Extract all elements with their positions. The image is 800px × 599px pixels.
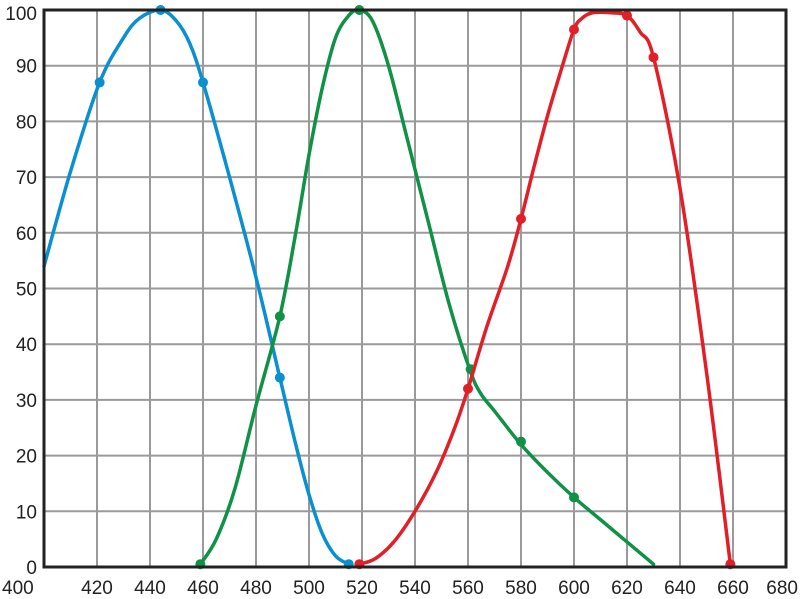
y-tick-label-50: 50 [16, 280, 37, 301]
y-tick-label-100: 100 [5, 4, 37, 25]
data-point-blue-2 [198, 77, 208, 88]
x-tick-label-440: 440 [134, 578, 166, 599]
x-tick-label-500: 500 [293, 578, 325, 599]
series-red [354, 10, 736, 570]
x-tick-label-420: 420 [81, 578, 113, 599]
y-tick-label-90: 90 [16, 57, 37, 78]
y-tick-labels: 0 10 20 30 40 50 60 70 80 90 100 [5, 4, 37, 579]
x-tick-label-620: 620 [611, 578, 643, 599]
y-tick-label-20: 20 [16, 447, 37, 468]
series-blue [42, 5, 354, 570]
data-point-red-1 [463, 383, 473, 394]
series-green [195, 5, 656, 570]
y-tick-label-10: 10 [16, 502, 37, 523]
x-tick-label-600: 600 [558, 578, 590, 599]
data-point-red-4 [622, 10, 632, 21]
x-tick-label-540: 540 [399, 578, 431, 599]
data-point-green-1 [274, 311, 285, 322]
y-tick-label-70: 70 [16, 168, 37, 189]
data-point-red-3 [569, 24, 579, 35]
x-tick-label-580: 580 [505, 578, 537, 599]
x-tick-label-660: 660 [717, 578, 749, 599]
series-line-red [357, 10, 733, 566]
data-point-green-5 [569, 492, 579, 503]
y-tick-label-40: 40 [16, 335, 37, 356]
y-tick-label-60: 60 [16, 224, 37, 245]
series-line-green [198, 8, 656, 566]
x-tick-labels: 400 420 440 460 480 500 520 540 560 580 600 620 640 6… [2, 578, 798, 599]
data-point-green-4 [516, 436, 526, 447]
x-tick-label-680: 680 [766, 578, 798, 599]
x-tick-label-560: 560 [452, 578, 484, 599]
x-tick-label-640: 640 [664, 578, 696, 599]
x-tick-label-460: 460 [187, 578, 219, 599]
y-tick-label-0: 0 [26, 558, 37, 579]
y-tick-label-80: 80 [16, 112, 37, 133]
grid [44, 10, 786, 567]
plot-frame [42, 8, 788, 569]
x-tick-label-520: 520 [346, 578, 378, 599]
data-point-blue-0 [94, 77, 105, 88]
series-layer [42, 5, 736, 570]
y-tick-label-30: 30 [16, 391, 37, 412]
data-point-red-5 [648, 52, 659, 63]
data-point-red-2 [516, 213, 526, 224]
data-point-blue-3 [274, 372, 285, 383]
x-tick-label-400: 400 [2, 578, 34, 599]
x-tick-label-480: 480 [240, 578, 272, 599]
series-line-blue [42, 8, 351, 566]
